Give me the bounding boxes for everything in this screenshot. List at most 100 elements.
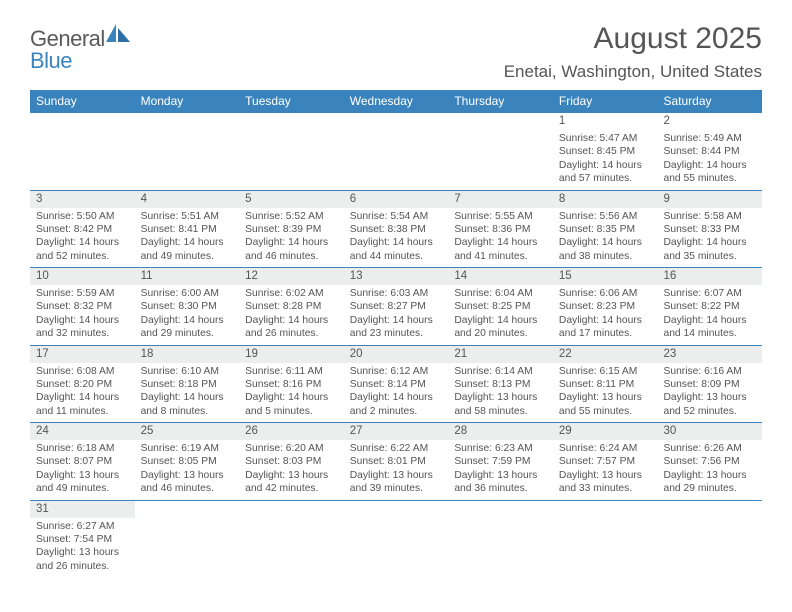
title-block: August 2025 Enetai, Washington, United S… <box>504 22 762 82</box>
weekday-friday: Friday <box>553 90 658 113</box>
daylight-text: Daylight: 14 hours and 38 minutes. <box>559 236 652 263</box>
day-cell <box>30 113 135 190</box>
day-cell: 6Sunrise: 5:54 AMSunset: 8:38 PMDaylight… <box>344 191 449 268</box>
sunset-text: Sunset: 8:01 PM <box>350 455 443 468</box>
day-number: 28 <box>448 423 553 440</box>
day-number: 4 <box>135 191 240 208</box>
sunrise-text: Sunrise: 6:14 AM <box>454 365 547 378</box>
sunset-text: Sunset: 8:27 PM <box>350 300 443 313</box>
sunrise-text: Sunrise: 5:51 AM <box>141 210 234 223</box>
location-text: Enetai, Washington, United States <box>504 62 762 82</box>
day-body: Sunrise: 6:20 AMSunset: 8:03 PMDaylight:… <box>239 440 344 500</box>
day-body <box>344 130 449 186</box>
day-number: 8 <box>553 191 658 208</box>
sunrise-text: Sunrise: 6:10 AM <box>141 365 234 378</box>
day-body: Sunrise: 6:00 AMSunset: 8:30 PMDaylight:… <box>135 285 240 345</box>
daylight-text: Daylight: 14 hours and 32 minutes. <box>36 314 129 341</box>
day-number: 31 <box>30 501 135 518</box>
day-cell <box>657 501 762 578</box>
day-body: Sunrise: 6:02 AMSunset: 8:28 PMDaylight:… <box>239 285 344 345</box>
day-cell: 7Sunrise: 5:55 AMSunset: 8:36 PMDaylight… <box>448 191 553 268</box>
sunset-text: Sunset: 8:11 PM <box>559 378 652 391</box>
daylight-text: Daylight: 14 hours and 57 minutes. <box>559 159 652 186</box>
daylight-text: Daylight: 13 hours and 58 minutes. <box>454 391 547 418</box>
sunset-text: Sunset: 8:14 PM <box>350 378 443 391</box>
day-body: Sunrise: 6:27 AMSunset: 7:54 PMDaylight:… <box>30 518 135 578</box>
day-cell: 16Sunrise: 6:07 AMSunset: 8:22 PMDayligh… <box>657 268 762 345</box>
weeks-container: 1Sunrise: 5:47 AMSunset: 8:45 PMDaylight… <box>30 113 762 577</box>
brand-text-2: Blue <box>30 48 72 73</box>
daylight-text: Daylight: 14 hours and 17 minutes. <box>559 314 652 341</box>
daylight-text: Daylight: 14 hours and 26 minutes. <box>245 314 338 341</box>
sunset-text: Sunset: 8:33 PM <box>663 223 756 236</box>
day-cell <box>135 501 240 578</box>
day-body: Sunrise: 6:11 AMSunset: 8:16 PMDaylight:… <box>239 363 344 423</box>
day-number: 26 <box>239 423 344 440</box>
sunset-text: Sunset: 8:18 PM <box>141 378 234 391</box>
sunrise-text: Sunrise: 5:58 AM <box>663 210 756 223</box>
day-number: 6 <box>344 191 449 208</box>
day-number: 20 <box>344 346 449 363</box>
sunset-text: Sunset: 8:41 PM <box>141 223 234 236</box>
daylight-text: Daylight: 13 hours and 39 minutes. <box>350 469 443 496</box>
day-number <box>553 501 658 518</box>
daylight-text: Daylight: 14 hours and 41 minutes. <box>454 236 547 263</box>
sunrise-text: Sunrise: 5:50 AM <box>36 210 129 223</box>
day-number <box>448 113 553 130</box>
day-body: Sunrise: 5:54 AMSunset: 8:38 PMDaylight:… <box>344 208 449 268</box>
sunrise-text: Sunrise: 6:24 AM <box>559 442 652 455</box>
day-cell <box>448 501 553 578</box>
day-body <box>239 130 344 186</box>
day-number <box>344 113 449 130</box>
day-cell: 20Sunrise: 6:12 AMSunset: 8:14 PMDayligh… <box>344 346 449 423</box>
day-body: Sunrise: 6:19 AMSunset: 8:05 PMDaylight:… <box>135 440 240 500</box>
day-number: 21 <box>448 346 553 363</box>
sunset-text: Sunset: 8:28 PM <box>245 300 338 313</box>
day-body: Sunrise: 5:51 AMSunset: 8:41 PMDaylight:… <box>135 208 240 268</box>
day-cell: 31Sunrise: 6:27 AMSunset: 7:54 PMDayligh… <box>30 501 135 578</box>
daylight-text: Daylight: 14 hours and 55 minutes. <box>663 159 756 186</box>
day-body <box>344 518 449 574</box>
week-row: 3Sunrise: 5:50 AMSunset: 8:42 PMDaylight… <box>30 191 762 269</box>
daylight-text: Daylight: 14 hours and 29 minutes. <box>141 314 234 341</box>
day-number: 13 <box>344 268 449 285</box>
day-number: 9 <box>657 191 762 208</box>
day-cell: 28Sunrise: 6:23 AMSunset: 7:59 PMDayligh… <box>448 423 553 500</box>
day-body: Sunrise: 5:47 AMSunset: 8:45 PMDaylight:… <box>553 130 658 190</box>
day-cell: 19Sunrise: 6:11 AMSunset: 8:16 PMDayligh… <box>239 346 344 423</box>
day-cell: 30Sunrise: 6:26 AMSunset: 7:56 PMDayligh… <box>657 423 762 500</box>
sunrise-text: Sunrise: 6:02 AM <box>245 287 338 300</box>
sunset-text: Sunset: 8:30 PM <box>141 300 234 313</box>
day-cell: 10Sunrise: 5:59 AMSunset: 8:32 PMDayligh… <box>30 268 135 345</box>
daylight-text: Daylight: 14 hours and 46 minutes. <box>245 236 338 263</box>
day-cell: 3Sunrise: 5:50 AMSunset: 8:42 PMDaylight… <box>30 191 135 268</box>
sunrise-text: Sunrise: 6:26 AM <box>663 442 756 455</box>
sunset-text: Sunset: 8:45 PM <box>559 145 652 158</box>
sunrise-text: Sunrise: 5:59 AM <box>36 287 129 300</box>
day-number: 5 <box>239 191 344 208</box>
sunrise-text: Sunrise: 5:47 AM <box>559 132 652 145</box>
daylight-text: Daylight: 13 hours and 55 minutes. <box>559 391 652 418</box>
sunset-text: Sunset: 7:56 PM <box>663 455 756 468</box>
sunrise-text: Sunrise: 6:27 AM <box>36 520 129 533</box>
sunrise-text: Sunrise: 6:04 AM <box>454 287 547 300</box>
day-body <box>239 518 344 574</box>
day-number: 24 <box>30 423 135 440</box>
day-cell: 18Sunrise: 6:10 AMSunset: 8:18 PMDayligh… <box>135 346 240 423</box>
weekday-sunday: Sunday <box>30 90 135 113</box>
day-number: 17 <box>30 346 135 363</box>
day-number: 7 <box>448 191 553 208</box>
sunrise-text: Sunrise: 6:12 AM <box>350 365 443 378</box>
week-row: 17Sunrise: 6:08 AMSunset: 8:20 PMDayligh… <box>30 346 762 424</box>
sunset-text: Sunset: 8:13 PM <box>454 378 547 391</box>
day-cell <box>135 113 240 190</box>
day-cell: 21 Sunrise: 6:14 AMSunset: 8:13 PMDayligh… <box>448 346 553 423</box>
sunrise-text: Sunrise: 5:55 AM <box>454 210 547 223</box>
day-body: Sunrise: 5:56 AMSunset: 8:35 PMDaylight:… <box>553 208 658 268</box>
sunrise-text: Sunrise: 6:18 AM <box>36 442 129 455</box>
day-number: 12 <box>239 268 344 285</box>
sunset-text: Sunset: 8:39 PM <box>245 223 338 236</box>
sunrise-text: Sunrise: 6:07 AM <box>663 287 756 300</box>
week-row: 31Sunrise: 6:27 AMSunset: 7:54 PMDayligh… <box>30 501 762 578</box>
sunset-text: Sunset: 8:35 PM <box>559 223 652 236</box>
